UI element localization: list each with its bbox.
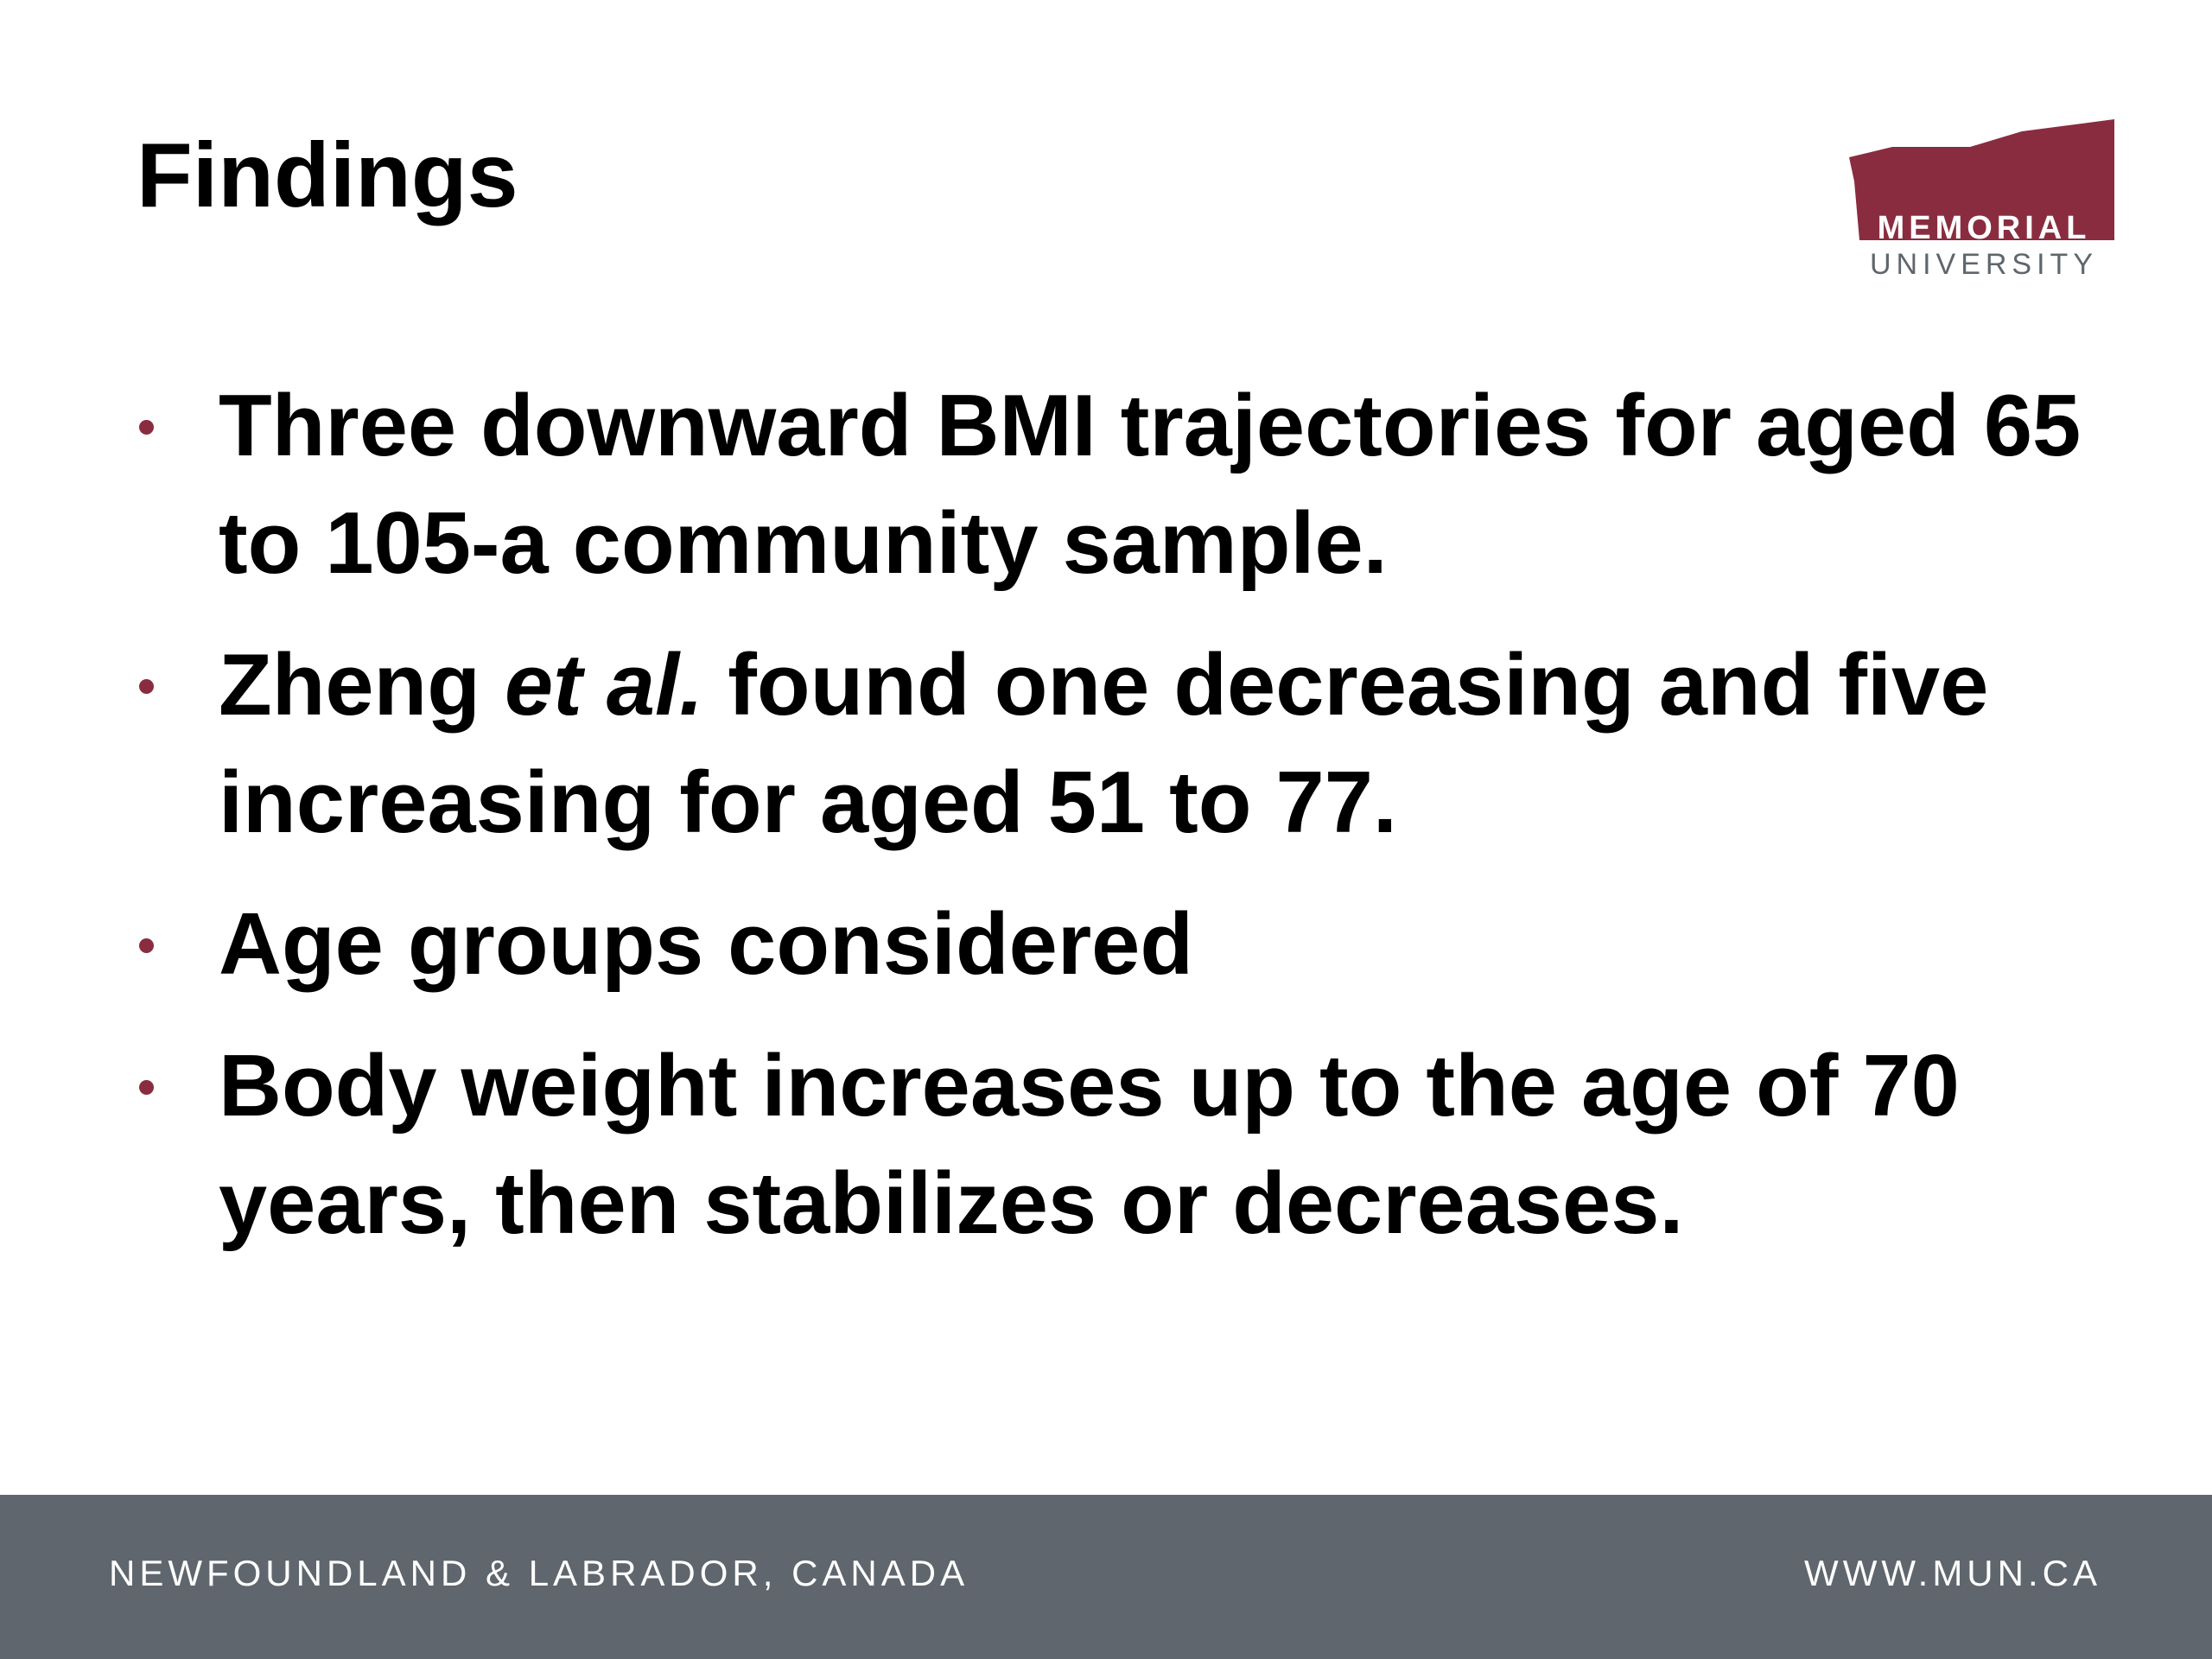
- bullet: Body weight increases up to the age of 7…: [139, 1027, 2111, 1262]
- logo-line2: UNIVERSITY: [1870, 248, 2098, 281]
- bullet: Three downward BMI trajectories for aged…: [139, 367, 2111, 602]
- footer: NEWFOUNDLAND & LABRADOR, CANADA WWW.MUN.…: [0, 1495, 2212, 1659]
- logo-line1: MEMORIAL: [1878, 210, 2091, 246]
- slide-title: Findings: [137, 124, 518, 226]
- bullet-text: Age groups considered: [219, 896, 1194, 993]
- footer-left: NEWFOUNDLAND & LABRADOR, CANADA: [109, 1553, 969, 1593]
- bullet-text: Zheng: [219, 637, 505, 734]
- bullet-text: Body weight increases up to the age of 7…: [219, 1038, 1960, 1252]
- bullet-list: Three downward BMI trajectories for aged…: [139, 367, 2111, 1287]
- logo-shape: [1849, 119, 2114, 240]
- bullet: Zheng et al. found one decreasing and fi…: [139, 626, 2111, 861]
- bullet-text: found one decreasing and five increasing…: [219, 637, 1989, 851]
- footer-right: WWW.MUN.CA: [1804, 1553, 2101, 1593]
- bullet: Age groups considered: [139, 886, 2111, 1003]
- logo: MEMORIAL UNIVERSITY: [1849, 119, 2114, 281]
- bullet-text: Three downward BMI trajectories for aged…: [219, 378, 2082, 592]
- bullet-text-italic: et al.: [505, 637, 704, 734]
